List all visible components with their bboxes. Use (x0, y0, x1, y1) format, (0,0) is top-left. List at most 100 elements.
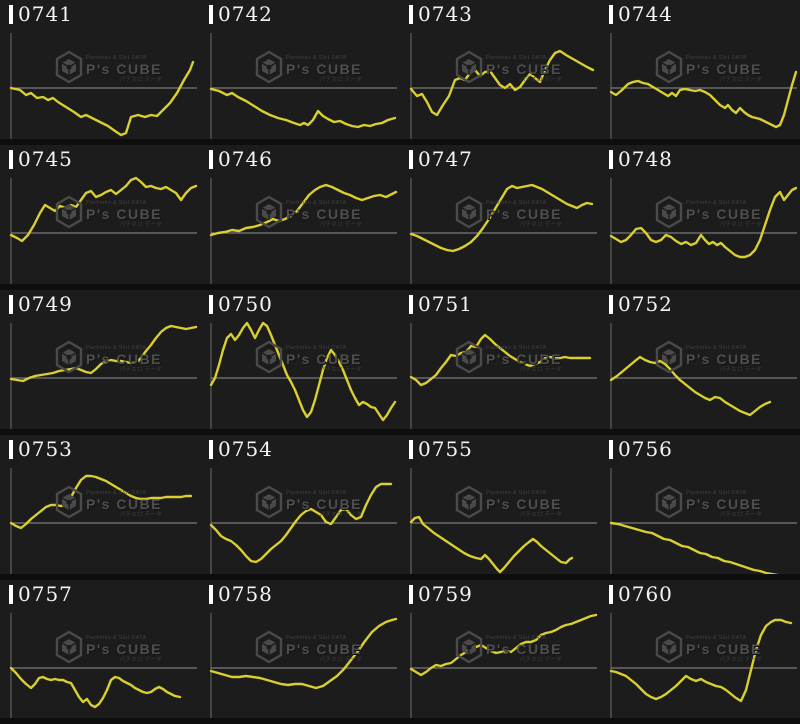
row-divider (400, 139, 600, 145)
machine-chart-cell[interactable]: Pachinko & Slot DATA P's CUBE パチスロ データ 0… (200, 0, 400, 145)
sparkline-chart (409, 468, 597, 574)
machine-chart-cell[interactable]: Pachinko & Slot DATA P's CUBE パチスロ データ 0… (400, 145, 600, 290)
row-divider (0, 718, 200, 724)
machine-label: 0746 (218, 147, 273, 171)
machine-chart-cell[interactable]: Pachinko & Slot DATA P's CUBE パチスロ データ 0… (200, 145, 400, 290)
sparkline-chart (9, 33, 197, 139)
machine-label: 0750 (218, 292, 273, 316)
machine-label: 0742 (218, 2, 273, 26)
trend-line (209, 321, 397, 422)
machine-label: 0759 (418, 582, 473, 606)
machine-label: 0744 (618, 2, 673, 26)
machine-chart-cell[interactable]: Pachinko & Slot DATA P's CUBE パチスロ データ 0… (600, 290, 800, 435)
sparkline-chart (409, 33, 597, 139)
label-marker-bar (409, 295, 413, 314)
machine-label: 0752 (618, 292, 673, 316)
row-divider (0, 429, 200, 435)
sparkline-chart (209, 321, 397, 429)
machine-chart-cell[interactable]: Pachinko & Slot DATA P's CUBE パチスロ データ 0… (400, 580, 600, 724)
sparkline-chart (609, 178, 798, 284)
machine-chart-cell[interactable]: Pachinko & Slot DATA P's CUBE パチスロ データ 0… (600, 435, 800, 580)
row-divider (200, 139, 400, 145)
machine-chart-cell[interactable]: Pachinko & Slot DATA P's CUBE パチスロ データ 0… (0, 0, 200, 145)
trend-line (609, 186, 798, 259)
label-marker-bar (9, 440, 13, 459)
trend-line (209, 482, 393, 564)
machine-label: 0756 (618, 437, 673, 461)
machine-chart-cell[interactable]: Pachinko & Slot DATA P's CUBE パチスロ データ 0… (400, 435, 600, 580)
trend-line (9, 176, 198, 243)
sparkline-chart (209, 613, 398, 719)
label-marker-bar (209, 440, 213, 459)
label-marker-bar (609, 585, 613, 604)
row-divider (400, 284, 600, 290)
sparkline-chart (9, 323, 198, 429)
machine-label: 0758 (218, 582, 273, 606)
label-marker-bar (209, 295, 213, 314)
row-divider (400, 574, 600, 580)
label-marker-bar (609, 295, 613, 314)
trend-line (409, 613, 598, 677)
machine-chart-cell[interactable]: Pachinko & Slot DATA P's CUBE パチスロ データ 0… (200, 435, 400, 580)
machine-chart-cell[interactable]: Pachinko & Slot DATA P's CUBE パチスロ データ 0… (0, 145, 200, 290)
row-divider (200, 429, 400, 435)
row-divider (600, 429, 800, 435)
row-divider (0, 574, 200, 580)
label-marker-bar (609, 150, 613, 169)
row-divider (200, 574, 400, 580)
trend-line (209, 183, 398, 237)
sparkline-chart (409, 178, 597, 284)
machine-chart-cell[interactable]: Pachinko & Slot DATA P's CUBE パチスロ データ 0… (200, 580, 400, 724)
trend-line (409, 49, 595, 117)
machine-label: 0749 (18, 292, 73, 316)
row-divider (200, 284, 400, 290)
label-marker-bar (409, 150, 413, 169)
row-divider (200, 718, 400, 724)
machine-label: 0753 (18, 437, 73, 461)
label-marker-bar (609, 5, 613, 24)
machine-label: 0751 (418, 292, 473, 316)
trend-line (609, 355, 772, 417)
trend-line (409, 183, 594, 253)
trend-line (609, 618, 793, 703)
label-marker-bar (609, 440, 613, 459)
machine-label: 0754 (218, 437, 273, 461)
label-marker-bar (209, 5, 213, 24)
machine-label: 0741 (18, 2, 73, 26)
sparkline-chart (609, 468, 798, 579)
label-marker-bar (409, 440, 413, 459)
machine-label: 0743 (418, 2, 473, 26)
trend-line (9, 60, 195, 137)
machine-chart-cell[interactable]: Pachinko & Slot DATA P's CUBE パチスロ データ 0… (600, 145, 800, 290)
trend-line (409, 333, 592, 387)
machine-chart-cell[interactable]: Pachinko & Slot DATA P's CUBE パチスロ データ 0… (600, 0, 800, 145)
trend-line (209, 87, 397, 129)
row-divider (0, 284, 200, 290)
sparkline-chart (209, 33, 397, 139)
trend-line (209, 617, 398, 690)
machine-chart-cell[interactable]: Pachinko & Slot DATA P's CUBE パチスロ データ 0… (0, 435, 200, 580)
trend-line (409, 515, 574, 574)
machine-label: 0748 (618, 147, 673, 171)
trend-line (609, 70, 798, 129)
sparkline-chart (9, 176, 198, 284)
label-marker-bar (9, 150, 13, 169)
sparkline-chart (209, 178, 398, 284)
machine-label: 0755 (418, 437, 473, 461)
machine-chart-cell[interactable]: Pachinko & Slot DATA P's CUBE パチスロ データ 0… (0, 290, 200, 435)
row-divider (400, 718, 600, 724)
machine-chart-cell[interactable]: Pachinko & Slot DATA P's CUBE パチスロ データ 0… (600, 580, 800, 724)
label-marker-bar (9, 585, 13, 604)
label-marker-bar (209, 585, 213, 604)
machine-chart-cell[interactable]: Pachinko & Slot DATA P's CUBE パチスロ データ 0… (400, 290, 600, 435)
trend-line (609, 521, 798, 579)
machine-chart-cell[interactable]: Pachinko & Slot DATA P's CUBE パチスロ データ 0… (200, 290, 400, 435)
label-marker-bar (209, 150, 213, 169)
row-divider (400, 429, 600, 435)
machine-chart-cell[interactable]: Pachinko & Slot DATA P's CUBE パチスロ データ 0… (400, 0, 600, 145)
machine-label: 0745 (18, 147, 73, 171)
row-divider (0, 139, 200, 145)
machine-chart-cell[interactable]: Pachinko & Slot DATA P's CUBE パチスロ データ 0… (0, 580, 200, 724)
machine-label: 0760 (618, 582, 673, 606)
trend-line (9, 666, 182, 709)
